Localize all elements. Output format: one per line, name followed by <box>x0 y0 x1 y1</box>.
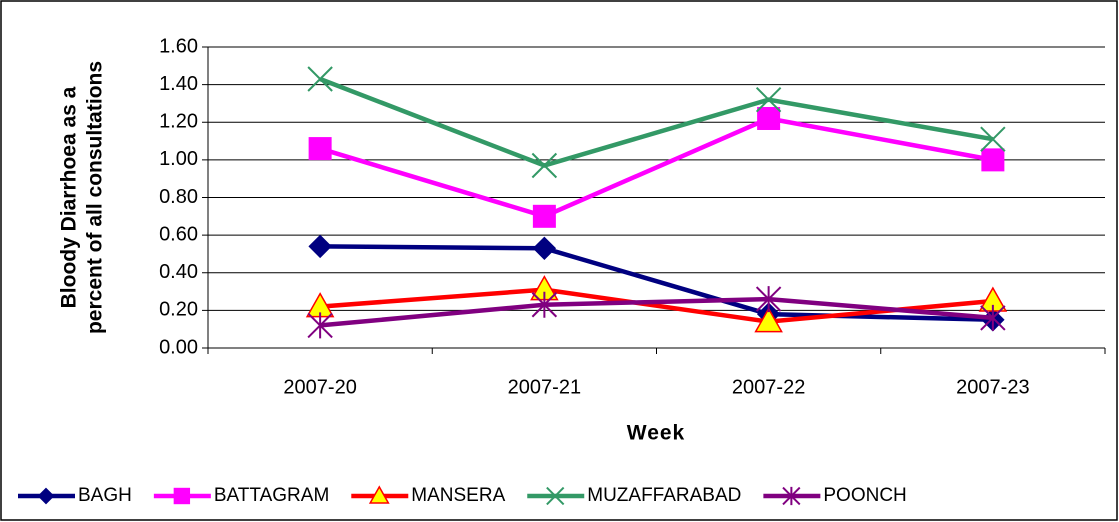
x-axis-title: Week <box>627 422 685 445</box>
legend-label: MANSERA <box>411 485 505 506</box>
marker <box>368 485 390 504</box>
y-tick-label: 0.20 <box>159 299 198 321</box>
x-tick-label: 2007-21 <box>508 376 581 398</box>
marker <box>980 126 1006 152</box>
y-tick-label: 0.40 <box>159 261 198 283</box>
series-line <box>319 296 994 328</box>
marker <box>981 148 1005 172</box>
y-tick-label: 0.80 <box>159 186 198 208</box>
x-tick-label: 2007-23 <box>956 376 1029 398</box>
marker <box>531 291 558 318</box>
series-line <box>320 244 993 323</box>
marker <box>755 286 782 313</box>
series-line <box>319 116 994 219</box>
marker <box>546 486 565 506</box>
marker <box>307 66 333 92</box>
y-tick-label: 1.40 <box>159 73 198 95</box>
marker <box>307 312 333 339</box>
y-tick-label: 1.60 <box>159 35 198 57</box>
marker <box>757 106 781 130</box>
marker <box>532 236 557 261</box>
marker <box>532 204 556 228</box>
marker <box>37 487 55 505</box>
legend-label: POONCH <box>823 485 906 506</box>
y-tick-label: 0.00 <box>159 336 198 358</box>
marker <box>308 137 332 161</box>
marker <box>754 307 783 333</box>
y-tick-label: 0.60 <box>159 223 198 245</box>
legend-label: BATTAGRAM <box>214 485 329 506</box>
marker <box>755 86 782 113</box>
marker <box>980 304 1006 331</box>
marker <box>308 234 332 259</box>
series-line <box>319 287 994 324</box>
marker <box>173 487 191 505</box>
marker <box>531 152 558 179</box>
y-axis-title: Bloody Diarrhoea as a <box>58 86 81 308</box>
x-tick-label: 2007-20 <box>283 376 356 398</box>
legend-label: MUZAFFARABAD <box>587 485 741 506</box>
x-tick-label: 2007-22 <box>732 376 805 398</box>
series-line <box>319 76 994 168</box>
marker <box>782 486 801 506</box>
legend-label: BAGH <box>78 485 132 506</box>
y-axis-title: percent of all consultations <box>84 61 107 334</box>
y-tick-label: 1.00 <box>159 148 198 170</box>
y-tick-label: 1.20 <box>159 111 198 133</box>
